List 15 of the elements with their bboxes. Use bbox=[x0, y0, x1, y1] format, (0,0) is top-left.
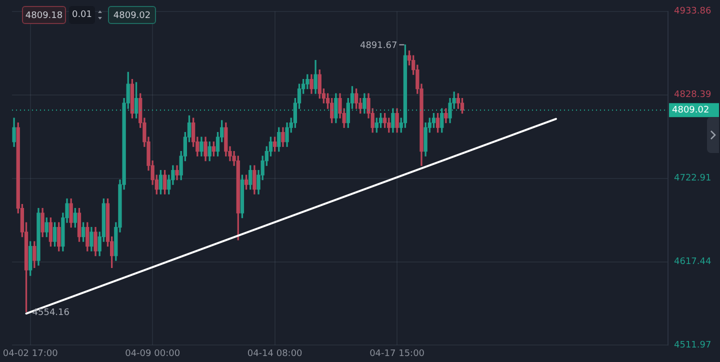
annotation: 0.01 bbox=[69, 6, 95, 24]
y-tick-label: 4722.91 bbox=[674, 174, 712, 184]
y-tick-label: 4933.86 bbox=[674, 6, 712, 17]
x-tick-label: 04-17 15:00 bbox=[370, 348, 425, 359]
annotation: 4809.18 bbox=[22, 6, 66, 24]
y-tick-label: 4617.44 bbox=[674, 257, 712, 268]
y-tick-label: 4511.97 bbox=[674, 340, 712, 351]
annotation: 4554.16 bbox=[32, 308, 70, 318]
x-tick-label: 04-09 00:00 bbox=[125, 348, 180, 359]
x-tick-label: 04-02 17:00 bbox=[2, 348, 58, 359]
annotation: 4891.67 bbox=[360, 41, 398, 52]
ref-line-label: 4809.02 bbox=[672, 106, 710, 116]
x-tick-label: 04-14 08:00 bbox=[247, 348, 303, 359]
y-tick-label: 4828.39 bbox=[674, 90, 712, 100]
annotation: 4809.02 bbox=[108, 6, 156, 24]
